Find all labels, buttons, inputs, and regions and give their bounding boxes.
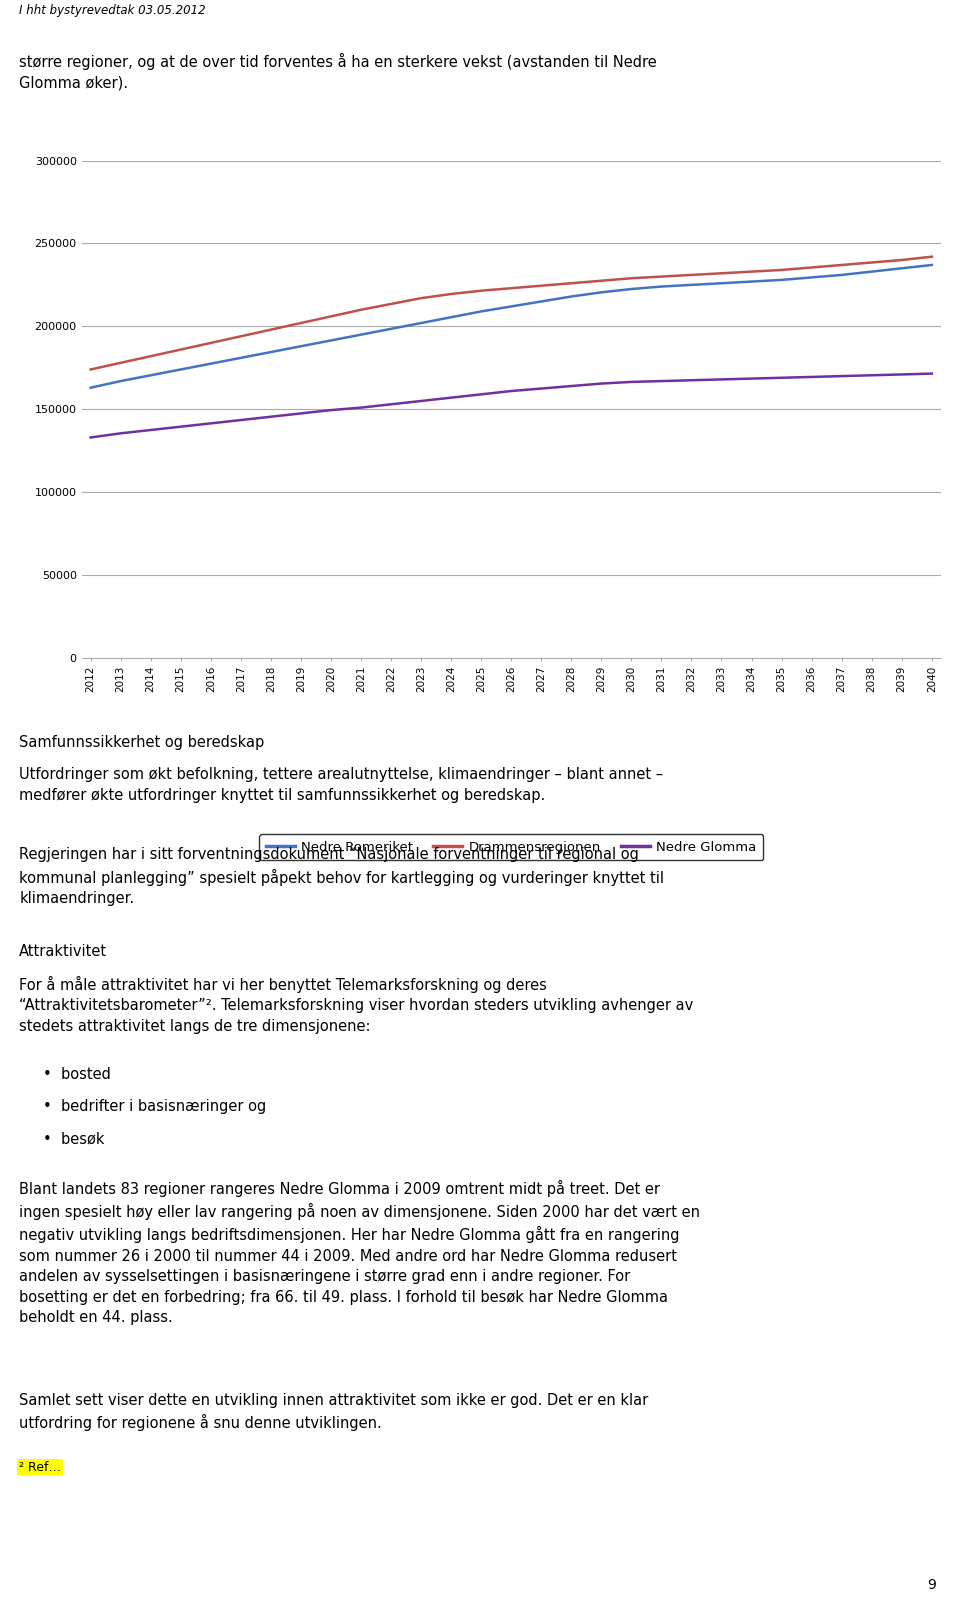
Legend: Nedre Romeriket, Drammensregionen, Nedre Glomma: Nedre Romeriket, Drammensregionen, Nedre… (259, 835, 763, 860)
Text: Utfordringer som økt befolkning, tettere arealutnyttelse, klimaendringer – blant: Utfordringer som økt befolkning, tettere… (19, 767, 663, 802)
Text: Samlet sett viser dette en utvikling innen attraktivitet som ikke er god. Det er: Samlet sett viser dette en utvikling inn… (19, 1393, 648, 1432)
Text: I hht bystyrevedtak 03.05.2012: I hht bystyrevedtak 03.05.2012 (19, 3, 205, 18)
Text: større regioner, og at de over tid forventes å ha en sterkere vekst (avstanden t: større regioner, og at de over tid forve… (19, 53, 657, 90)
Text: Blant landets 83 regioner rangeres Nedre Glomma i 2009 omtrent midt på treet. De: Blant landets 83 regioner rangeres Nedre… (19, 1180, 700, 1326)
Text: Attraktivitet: Attraktivitet (19, 944, 108, 958)
Text: For å måle attraktivitet har vi her benyttet Telemarksforskning og deres
“Attrak: For å måle attraktivitet har vi her beny… (19, 976, 693, 1034)
Text: Samfunnssikkerhet og beredskap: Samfunnssikkerhet og beredskap (19, 735, 264, 750)
Text: •  bosted: • bosted (43, 1067, 111, 1082)
Text: •  bedrifter i basisnæringer og: • bedrifter i basisnæringer og (43, 1099, 267, 1114)
Text: Regjeringen har i sitt forventningsdokument “Nasjonale forventninger til regiona: Regjeringen har i sitt forventningsdokum… (19, 847, 664, 907)
Text: 9: 9 (927, 1578, 936, 1592)
Text: ² Ref…: ² Ref… (19, 1461, 61, 1473)
Text: •  besøk: • besøk (43, 1132, 105, 1146)
